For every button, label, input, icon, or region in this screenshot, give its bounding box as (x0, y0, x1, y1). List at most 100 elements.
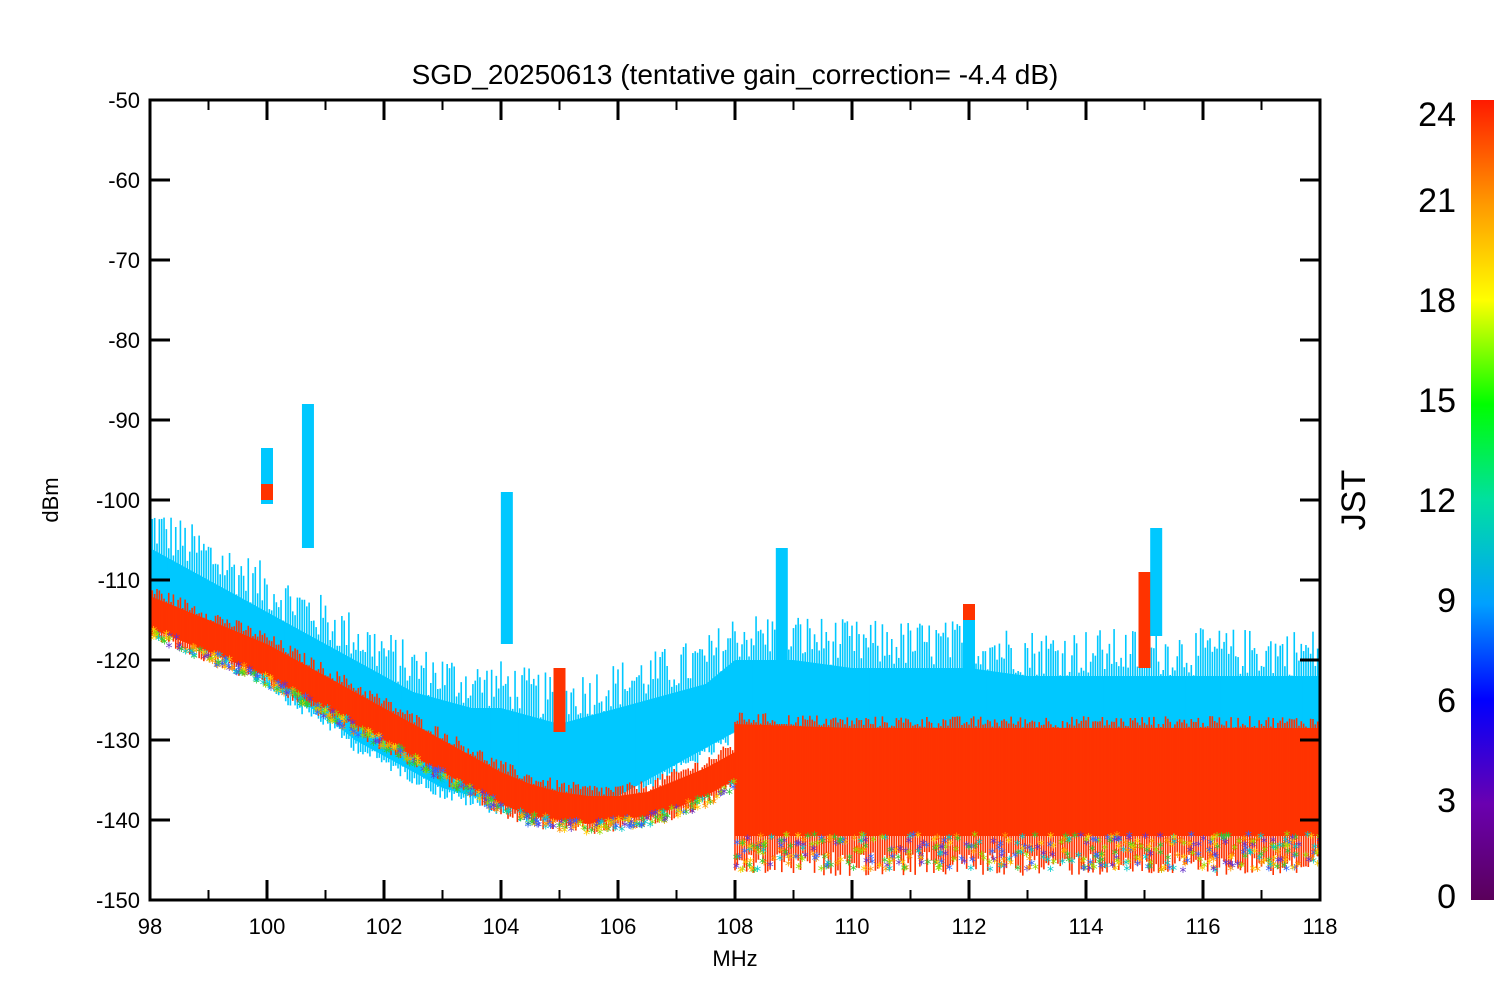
outlier-point: * (837, 855, 844, 871)
outlier-point: * (282, 679, 289, 695)
outlier-point: * (531, 817, 538, 833)
outlier-point: * (934, 841, 941, 857)
outlier-point: * (963, 840, 970, 856)
outlier-point: * (597, 819, 604, 835)
outlier-point: * (332, 715, 339, 731)
outlier-point: * (1272, 844, 1279, 860)
outlier-point: * (895, 852, 902, 868)
outlier-point: * (1187, 838, 1194, 854)
outlier-point: * (329, 716, 336, 732)
outlier-point: * (787, 841, 794, 857)
outlier-point: * (449, 781, 456, 797)
spike-mark (775, 548, 788, 724)
outlier-point: * (483, 800, 490, 816)
outlier-point: * (324, 702, 331, 718)
colorbar-tick-label: 15 (1418, 382, 1456, 420)
outlier-point: * (153, 630, 160, 646)
outlier-point: * (608, 817, 615, 833)
outlier-point: * (1019, 843, 1026, 859)
outlier-point: * (1125, 856, 1132, 872)
outlier-point: * (998, 860, 1005, 876)
outlier-point: * (1040, 848, 1047, 864)
outlier-point: * (1247, 837, 1254, 853)
outlier-point: * (190, 642, 197, 658)
outlier-point: * (714, 791, 721, 807)
outlier-point: * (306, 694, 313, 710)
outlier-point: * (567, 816, 574, 832)
outlier-point: * (1080, 863, 1087, 879)
outlier-point: * (228, 662, 235, 678)
outlier-point: * (399, 744, 406, 760)
outlier-point: * (1128, 840, 1135, 856)
outlier-point: * (946, 838, 953, 854)
outlier-point: * (1171, 836, 1178, 852)
outlier-point: * (747, 863, 754, 879)
outlier-point: * (1077, 830, 1084, 846)
outlier-point: * (340, 715, 347, 731)
outlier-point: * (1127, 845, 1134, 861)
y-tick-label: -80 (108, 328, 140, 353)
outlier-point: * (397, 746, 404, 762)
outlier-point: * (1227, 863, 1234, 879)
outlier-point: * (226, 663, 233, 679)
outlier-point: * (163, 633, 170, 649)
outlier-point: * (153, 631, 160, 647)
outlier-point: * (517, 813, 524, 829)
outlier-point: * (1092, 851, 1099, 867)
outlier-point: * (1133, 853, 1140, 869)
outlier-point: * (1044, 854, 1051, 870)
outlier-point: * (1088, 859, 1095, 875)
outlier-point: * (1024, 863, 1031, 879)
outlier-point: * (625, 814, 632, 830)
outlier-point: * (556, 820, 563, 836)
outlier-point: * (173, 632, 180, 648)
outlier-point: * (751, 865, 758, 881)
outlier-point: * (858, 836, 865, 852)
outlier-point: * (680, 807, 687, 823)
outlier-point: * (1096, 857, 1103, 873)
outlier-point: * (987, 864, 994, 880)
outlier-point: * (1249, 840, 1256, 856)
outlier-point: * (1142, 852, 1149, 868)
outlier-point: * (760, 845, 767, 861)
outlier-point: * (1102, 860, 1109, 876)
outlier-point: * (214, 649, 221, 665)
outlier-point: * (191, 651, 198, 667)
outlier-point: * (525, 818, 532, 834)
outlier-point: * (1242, 851, 1249, 867)
y-tick-label: -140 (96, 808, 140, 833)
outlier-point: * (521, 810, 528, 826)
outlier-point: * (1269, 840, 1276, 856)
outlier-point: * (1021, 841, 1028, 857)
outlier-point: * (1258, 849, 1265, 865)
outlier-point: * (814, 838, 821, 854)
outlier-point: * (1085, 832, 1092, 848)
outlier-point: * (1005, 836, 1012, 852)
outlier-point: * (1261, 856, 1268, 872)
outlier-point: * (696, 796, 703, 812)
outlier-point: * (594, 822, 601, 838)
outlier-point: * (605, 824, 612, 840)
outlier-point: * (1212, 839, 1219, 855)
spike-mark (1138, 572, 1151, 668)
outlier-point: * (799, 843, 806, 859)
outlier-point: * (1170, 863, 1177, 879)
outlier-point: * (314, 706, 321, 722)
outlier-point: * (283, 685, 290, 701)
outlier-point: * (969, 854, 976, 870)
outlier-point: * (254, 674, 261, 690)
outlier-point: * (1289, 863, 1296, 879)
outlier-point: * (395, 742, 402, 758)
outlier-point: * (1047, 830, 1054, 846)
outlier-point: * (150, 629, 157, 645)
outlier-point: * (154, 629, 161, 645)
outlier-point: * (1195, 849, 1202, 865)
outlier-point: * (660, 813, 667, 829)
outlier-point: * (384, 741, 391, 757)
outlier-point: * (483, 791, 490, 807)
outlier-point: * (1280, 841, 1287, 857)
outlier-point: * (626, 814, 633, 830)
outlier-point: * (591, 820, 598, 836)
outlier-point: * (544, 812, 551, 828)
